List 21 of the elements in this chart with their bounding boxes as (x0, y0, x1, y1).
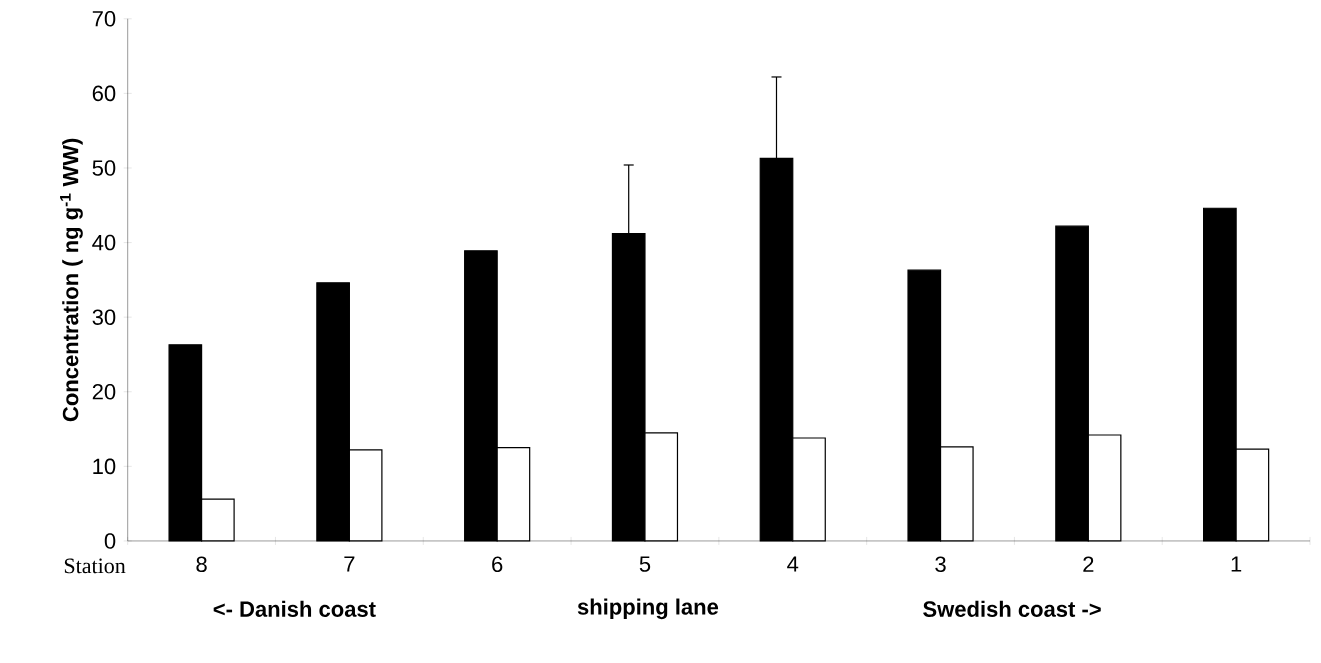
x-tick-label: 1 (1231, 556, 1242, 572)
y-tick-label: 20 (92, 383, 116, 400)
x-tick-label: 7 (344, 556, 355, 572)
y-tick-label: 50 (92, 160, 116, 176)
text: <- Danish coast (213, 600, 376, 617)
x-tick-label: 8 (196, 556, 207, 573)
y-tick-label: 10 (93, 458, 116, 475)
text: Swedish coast -> (923, 600, 1101, 617)
x-tick-label: 4 (787, 556, 799, 572)
x-axis-title: Station (64, 558, 126, 574)
x-tick-label: 5 (639, 556, 651, 572)
y-tick-label: 40 (92, 234, 116, 251)
y-tick-label: 0 (104, 533, 116, 549)
y-tick-label: 70 (92, 10, 116, 27)
x-tick-label: 2 (1083, 556, 1094, 572)
y-axis-title: Concentration ( ng g$^{-1}$ WW) (60, 138, 83, 422)
x-tick-label: 6 (492, 556, 503, 573)
x-tick-label: 3 (935, 556, 946, 573)
text: shipping lane (577, 598, 719, 620)
y-tick-label: 60 (92, 85, 116, 102)
y-tick-label: 30 (92, 309, 116, 325)
